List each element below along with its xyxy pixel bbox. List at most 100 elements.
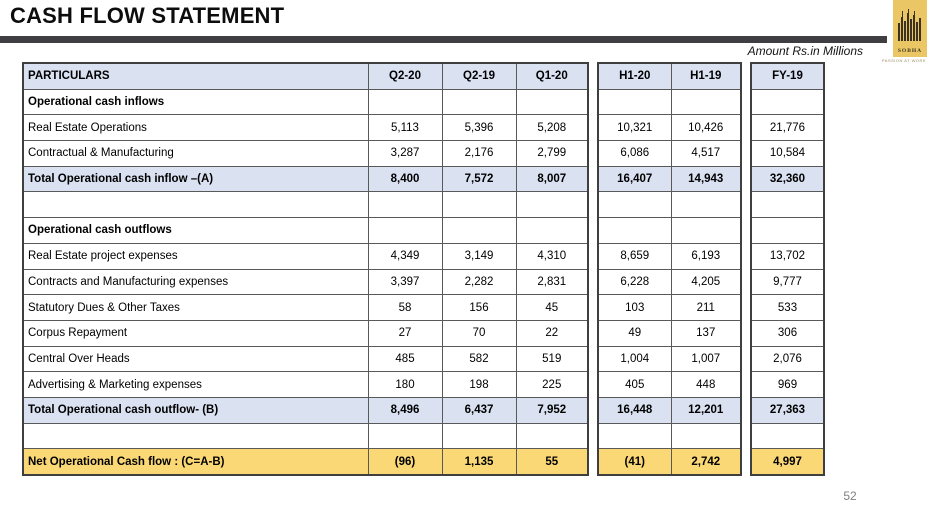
table-row: Corpus Repayment 27 70 22	[22, 319, 589, 347]
cell-value: 10,584	[750, 140, 825, 167]
table-row: Central Over Heads 485 582 519	[22, 345, 589, 373]
cell-value: 32,360	[750, 165, 825, 193]
column-header: PARTICULARS	[22, 62, 369, 90]
table-row: 306	[750, 319, 825, 347]
cell-value: 4,517	[670, 140, 742, 167]
table-row: Real Estate project expenses 4,349 3,149…	[22, 242, 589, 270]
table-row: 6,228 4,205	[597, 268, 742, 296]
amount-unit-note: Amount Rs.in Millions	[747, 44, 863, 58]
column-header: H1-20	[597, 62, 672, 90]
table-row: 533	[750, 294, 825, 321]
cell-particulars: Total Operational cash outflow- (B)	[22, 396, 369, 424]
cell-value: 2,076	[750, 345, 825, 373]
cell-value: 3,149	[441, 242, 517, 270]
table-row-empty	[22, 191, 589, 219]
cell-value: 4,997	[750, 448, 825, 476]
table-header-row: FY-19	[750, 62, 825, 90]
cell-value: 137	[670, 319, 742, 347]
table-row	[597, 217, 742, 244]
cell-value: 16,407	[597, 165, 672, 193]
cell-value	[670, 422, 742, 450]
cell-particulars	[22, 422, 369, 450]
cash-flow-table-quarterly: PARTICULARS Q2-20 Q2-19 Q1-20 Operationa…	[22, 62, 589, 476]
cell-value	[750, 88, 825, 116]
cell-value: 58	[367, 294, 443, 321]
cell-value: 6,437	[441, 396, 517, 424]
table-row-total: Total Operational cash outflow- (B) 8,49…	[22, 396, 589, 424]
table-row: Real Estate Operations 5,113 5,396 5,208	[22, 114, 589, 142]
table-row-total: 16,407 14,943	[597, 165, 742, 193]
cell-value: 8,400	[367, 165, 443, 193]
table-header-row: PARTICULARS Q2-20 Q2-19 Q1-20	[22, 62, 589, 90]
table-row: 8,659 6,193	[597, 242, 742, 270]
table-row: Operational cash inflows	[22, 88, 589, 116]
cell-value: (96)	[367, 448, 443, 476]
cell-value: 2,282	[441, 268, 517, 296]
cell-value: 2,742	[670, 448, 742, 476]
cell-value: 9,777	[750, 268, 825, 296]
table-row	[750, 88, 825, 116]
cell-value: 582	[441, 345, 517, 373]
building-skyline-icon	[898, 9, 921, 41]
title-underline-bar	[0, 36, 887, 43]
cell-value: 969	[750, 371, 825, 398]
cell-value	[597, 88, 672, 116]
table-row: 6,086 4,517	[597, 140, 742, 167]
cell-value	[367, 88, 443, 116]
cell-value: 16,448	[597, 396, 672, 424]
cell-value: 4,349	[367, 242, 443, 270]
cash-flow-table-halfyear: H1-20 H1-19 10,321 10,426 6,086 4,517 16…	[597, 62, 742, 476]
cell-value: 1,007	[670, 345, 742, 373]
table-row	[750, 217, 825, 244]
table-row-empty	[750, 422, 825, 450]
cell-value	[670, 88, 742, 116]
column-header: H1-19	[670, 62, 742, 90]
table-row-total: 16,448 12,201	[597, 396, 742, 424]
cell-value: 13,702	[750, 242, 825, 270]
cell-particulars: Advertising & Marketing expenses	[22, 371, 369, 398]
cell-value: 2,799	[515, 140, 589, 167]
cell-value: 27	[367, 319, 443, 347]
cell-value: 7,952	[515, 396, 589, 424]
cell-value	[750, 191, 825, 219]
cell-value	[670, 191, 742, 219]
cell-value	[441, 191, 517, 219]
cell-value: 156	[441, 294, 517, 321]
cell-value: 8,496	[367, 396, 443, 424]
cell-value: 1,135	[441, 448, 517, 476]
table-row-total: 32,360	[750, 165, 825, 193]
table-row: Operational cash outflows	[22, 217, 589, 244]
cell-value: (41)	[597, 448, 672, 476]
table-header-row: H1-20 H1-19	[597, 62, 742, 90]
cell-particulars: Operational cash inflows	[22, 88, 369, 116]
cell-particulars	[22, 191, 369, 219]
cell-value: 448	[670, 371, 742, 398]
cell-value	[670, 217, 742, 244]
cell-value	[597, 422, 672, 450]
cell-value	[750, 422, 825, 450]
cell-value: 5,396	[441, 114, 517, 142]
cell-value: 180	[367, 371, 443, 398]
table-row-total: 27,363	[750, 396, 825, 424]
table-row: Contracts and Manufacturing expenses 3,3…	[22, 268, 589, 296]
table-row: 405 448	[597, 371, 742, 398]
table-row: 10,321 10,426	[597, 114, 742, 142]
page-number: 52	[843, 489, 857, 503]
cell-value: 22	[515, 319, 589, 347]
cell-value: 225	[515, 371, 589, 398]
cell-value: 8,007	[515, 165, 589, 193]
cell-value: 8,659	[597, 242, 672, 270]
logo-wordmark: SOBHA	[897, 48, 923, 54]
cell-value: 103	[597, 294, 672, 321]
table-row: 1,004 1,007	[597, 345, 742, 373]
table-row: 9,777	[750, 268, 825, 296]
cell-value: 70	[441, 319, 517, 347]
cell-particulars: Real Estate Operations	[22, 114, 369, 142]
cell-value: 485	[367, 345, 443, 373]
table-row-total: Total Operational cash inflow –(A) 8,400…	[22, 165, 589, 193]
cell-value: 519	[515, 345, 589, 373]
cash-flow-tables: PARTICULARS Q2-20 Q2-19 Q1-20 Operationa…	[22, 62, 825, 476]
table-row: 21,776	[750, 114, 825, 142]
table-row: 49 137	[597, 319, 742, 347]
table-row-net: (41) 2,742	[597, 448, 742, 476]
